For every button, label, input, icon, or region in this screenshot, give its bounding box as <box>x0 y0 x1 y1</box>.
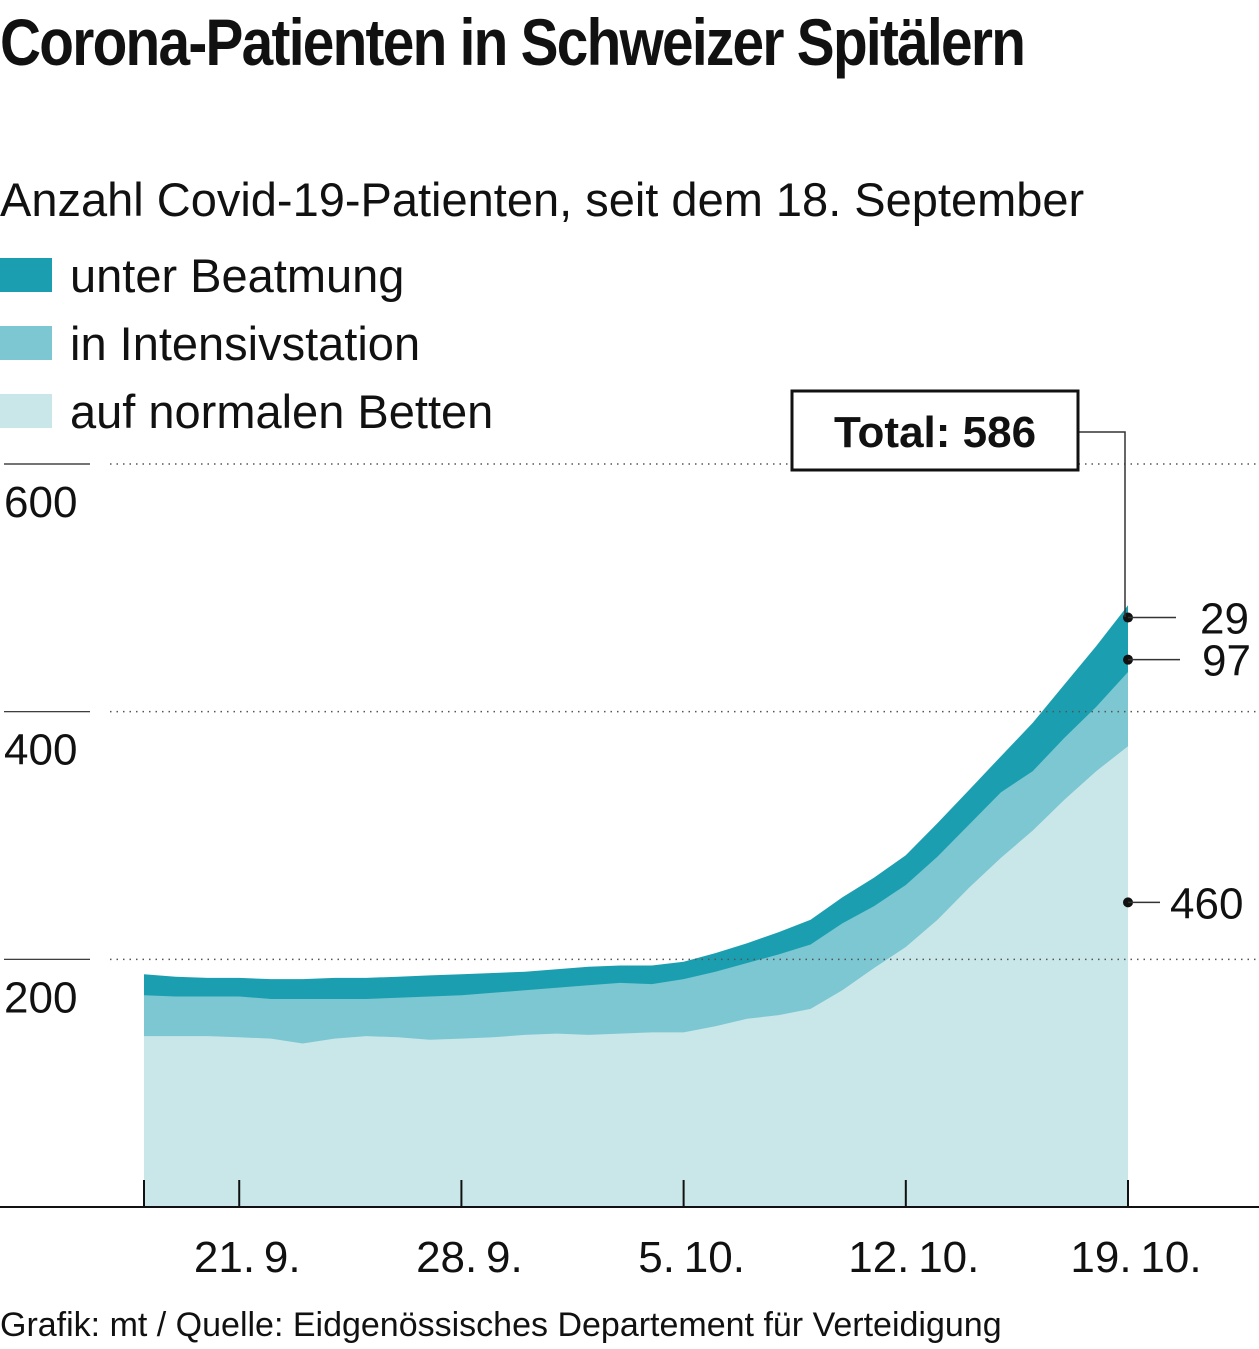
callout-value-normal: 460 <box>1170 879 1243 928</box>
xtick-label: 21. 9. <box>194 1233 301 1282</box>
legend-swatch-intensiv <box>0 326 52 360</box>
legend-swatch-beatmung <box>0 258 52 292</box>
callout-value-beatmung: 29 <box>1200 595 1249 644</box>
xtick-label: 28. 9. <box>416 1233 523 1282</box>
legend-label-beatmung: unter Beatmung <box>70 249 405 302</box>
legend-swatch-normal <box>0 394 52 428</box>
xtick-label: 12. 10. <box>848 1233 979 1282</box>
total-box <box>790 389 1080 472</box>
total-label: Total: 586 <box>834 408 1036 457</box>
xtick-label: 19. 10. <box>1070 1233 1201 1282</box>
ytick-label-600: 600 <box>4 478 77 527</box>
page-title: Corona-Patienten in Schweizer Spitälern <box>0 5 1026 79</box>
area-normal <box>144 746 1128 1207</box>
chart-subtitle: Anzahl Covid-19-Patienten, seit dem 18. … <box>0 173 1085 226</box>
xtick-label: 5. 10. <box>638 1233 745 1282</box>
total-leader-line <box>1078 431 1126 618</box>
source-credit: Grafik: mt / Quelle: Eidgenössisches Dep… <box>0 1306 1002 1344</box>
legend-label-intensiv: in Intensivstation <box>70 317 421 370</box>
callout-value-intensiv: 97 <box>1202 637 1251 686</box>
ytick-label-400: 400 <box>4 726 77 775</box>
legend-label-normal: auf normalen Betten <box>70 385 494 438</box>
ytick-label-200: 200 <box>4 973 77 1022</box>
